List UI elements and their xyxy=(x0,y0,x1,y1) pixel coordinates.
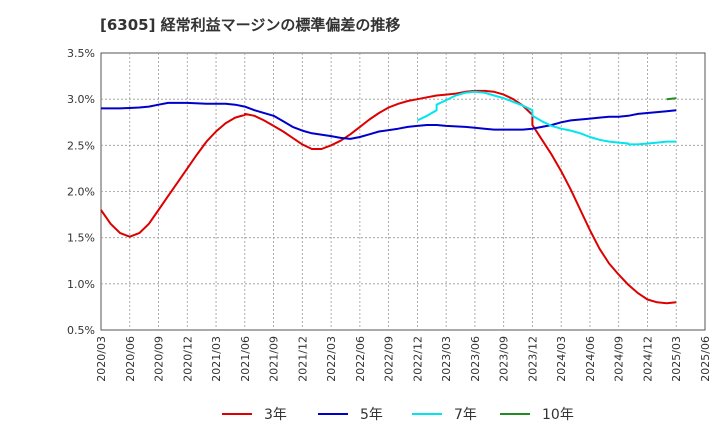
y-tick-label: 2.5% xyxy=(67,139,95,152)
series-layer xyxy=(100,89,677,305)
series-line-1 xyxy=(100,89,677,305)
series-line-3 xyxy=(416,90,677,146)
x-axis: 2020/03 2020/06 2020/09 2020/12 2021/03 2021/… xyxy=(95,336,712,382)
x-tick-label: 2022/12 xyxy=(411,336,424,382)
x-tick-label: 2023/06 xyxy=(469,336,482,382)
x-tick-label: 2021/06 xyxy=(239,336,252,382)
x-tick-label: 2023/09 xyxy=(498,336,511,382)
series-line-4 xyxy=(666,97,677,101)
x-tick-label: 2022/09 xyxy=(383,336,396,382)
x-tick-label: 2025/03 xyxy=(670,336,683,382)
x-tick-label: 2022/03 xyxy=(325,336,338,382)
x-tick-label: 2020/06 xyxy=(124,336,137,382)
x-tick-label: 2023/03 xyxy=(440,336,453,382)
x-tick-label: 2021/12 xyxy=(296,336,309,382)
y-tick-label: 0.5% xyxy=(67,324,95,337)
x-tick-label: 2025/06 xyxy=(699,336,712,382)
x-tick-label: 2020/12 xyxy=(181,336,194,382)
x-tick-label: 2023/12 xyxy=(526,336,539,382)
y-tick-label: 2.0% xyxy=(67,186,95,199)
y-tick-label: 1.0% xyxy=(67,278,95,291)
x-tick-label: 2020/09 xyxy=(153,336,166,382)
y-tick-label: 3.5% xyxy=(67,47,95,60)
legend-label: 3年 xyxy=(264,407,287,423)
legend: 3年 5年 7年 10年 xyxy=(222,407,574,423)
grid-layer xyxy=(101,53,705,330)
y-tick-label: 3.0% xyxy=(67,93,95,106)
x-tick-label: 2021/03 xyxy=(210,336,223,382)
x-tick-label: 2021/09 xyxy=(268,336,281,382)
chart-title: [6305] 経常利益マージンの標準偏差の推移 xyxy=(100,16,401,34)
x-tick-label: 2024/09 xyxy=(613,336,626,382)
x-tick-label: 2022/06 xyxy=(354,336,367,382)
y-axis: 0.5% 1.0% 1.5% 2.0% 2.5% 3.0% 3.5% xyxy=(67,47,95,337)
x-tick-label: 2024/06 xyxy=(584,336,597,382)
x-tick-label: 2020/03 xyxy=(95,336,108,382)
legend-label: 10年 xyxy=(542,407,574,423)
x-tick-label: 2024/03 xyxy=(555,336,568,382)
legend-label: 7年 xyxy=(454,407,477,423)
x-tick-label: 2024/12 xyxy=(641,336,654,382)
legend-label: 5年 xyxy=(360,407,383,423)
y-tick-label: 1.5% xyxy=(67,232,95,245)
series-line-2 xyxy=(101,101,677,140)
